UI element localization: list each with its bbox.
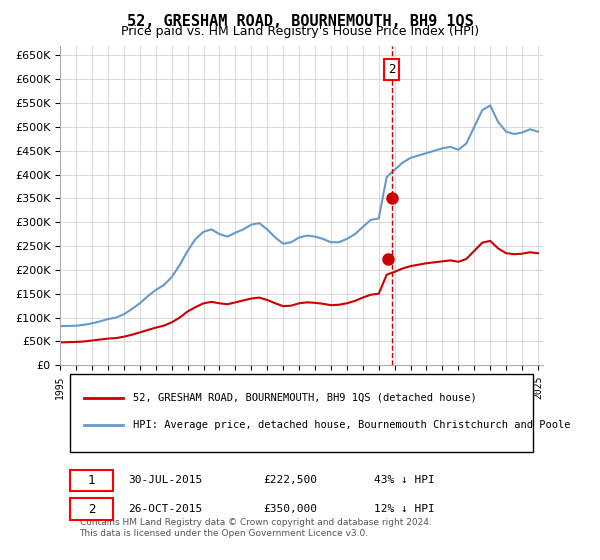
Text: £222,500: £222,500 <box>263 475 317 486</box>
Text: 2: 2 <box>88 502 95 516</box>
FancyBboxPatch shape <box>70 498 113 520</box>
Text: 12% ↓ HPI: 12% ↓ HPI <box>374 504 434 514</box>
Text: 43% ↓ HPI: 43% ↓ HPI <box>374 475 434 486</box>
Text: 30-JUL-2015: 30-JUL-2015 <box>128 475 202 486</box>
FancyBboxPatch shape <box>70 374 533 451</box>
Text: Contains HM Land Registry data © Crown copyright and database right 2024.
This d: Contains HM Land Registry data © Crown c… <box>80 519 431 538</box>
Text: 2: 2 <box>388 63 395 76</box>
Text: 1: 1 <box>88 474 95 487</box>
Text: 52, GRESHAM ROAD, BOURNEMOUTH, BH9 1QS: 52, GRESHAM ROAD, BOURNEMOUTH, BH9 1QS <box>127 14 473 29</box>
Text: HPI: Average price, detached house, Bournemouth Christchurch and Poole: HPI: Average price, detached house, Bour… <box>133 419 570 430</box>
Text: Price paid vs. HM Land Registry's House Price Index (HPI): Price paid vs. HM Land Registry's House … <box>121 25 479 38</box>
FancyBboxPatch shape <box>70 469 113 491</box>
Text: 26-OCT-2015: 26-OCT-2015 <box>128 504 202 514</box>
Text: 52, GRESHAM ROAD, BOURNEMOUTH, BH9 1QS (detached house): 52, GRESHAM ROAD, BOURNEMOUTH, BH9 1QS (… <box>133 393 476 403</box>
Text: £350,000: £350,000 <box>263 504 317 514</box>
